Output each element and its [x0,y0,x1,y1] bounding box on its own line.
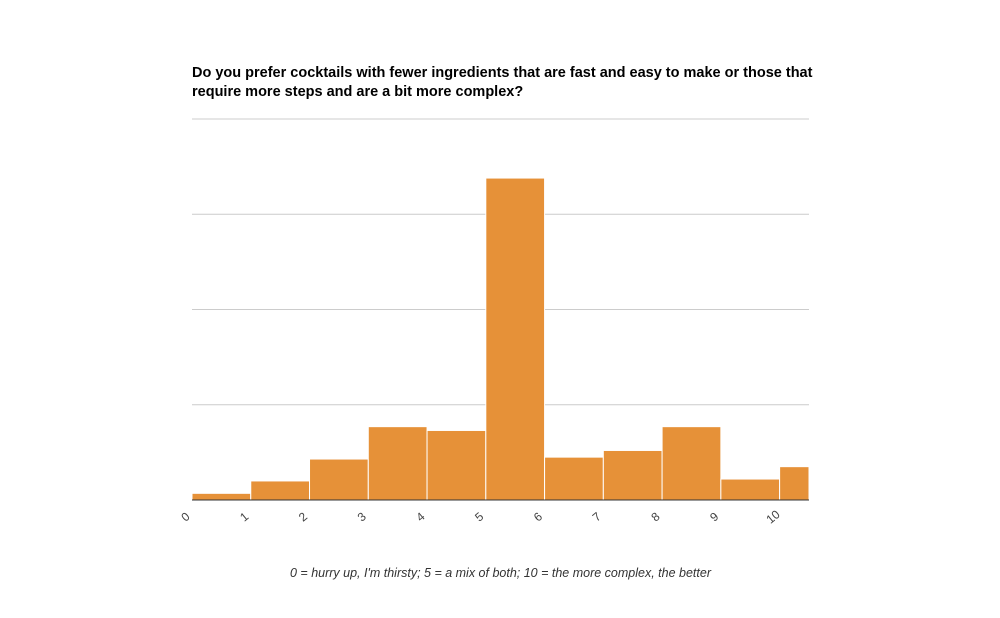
chart-title: Do you prefer cocktails with fewer ingre… [192,65,813,100]
histogram-bar-5 [485,177,546,501]
histogram-bar-3 [367,426,428,501]
x-tick-labels: 0 1 2 3 4 5 6 7 8 9 10 [178,507,783,527]
histogram-bar-7 [602,449,663,501]
x-tick-label: 4 [413,509,427,524]
x-tick-label: 10 [763,507,782,527]
histogram-bar-9 [720,478,781,501]
histogram-bar-4 [426,429,487,501]
histogram-bar-6 [544,456,604,501]
x-tick-label: 3 [355,509,369,524]
x-tick-label: 5 [472,509,486,524]
histogram-bar-8 [661,426,722,501]
histogram-bar-10 [779,466,810,501]
x-tick-label: 0 [178,509,192,524]
histogram-bar-0 [191,492,252,501]
x-tick-label: 6 [531,509,545,524]
x-tick-label: 1 [237,509,251,524]
x-tick-label: 2 [296,509,310,524]
x-tick-label: 8 [648,509,662,524]
x-tick-label: 9 [707,509,721,524]
histogram-bar-1 [250,480,311,501]
histogram-bar-2 [309,458,369,501]
bars [191,177,810,501]
x-tick-label: 7 [590,509,604,524]
x-axis-label: 0 = hurry up, I'm thirsty; 5 = a mix of … [290,566,711,580]
